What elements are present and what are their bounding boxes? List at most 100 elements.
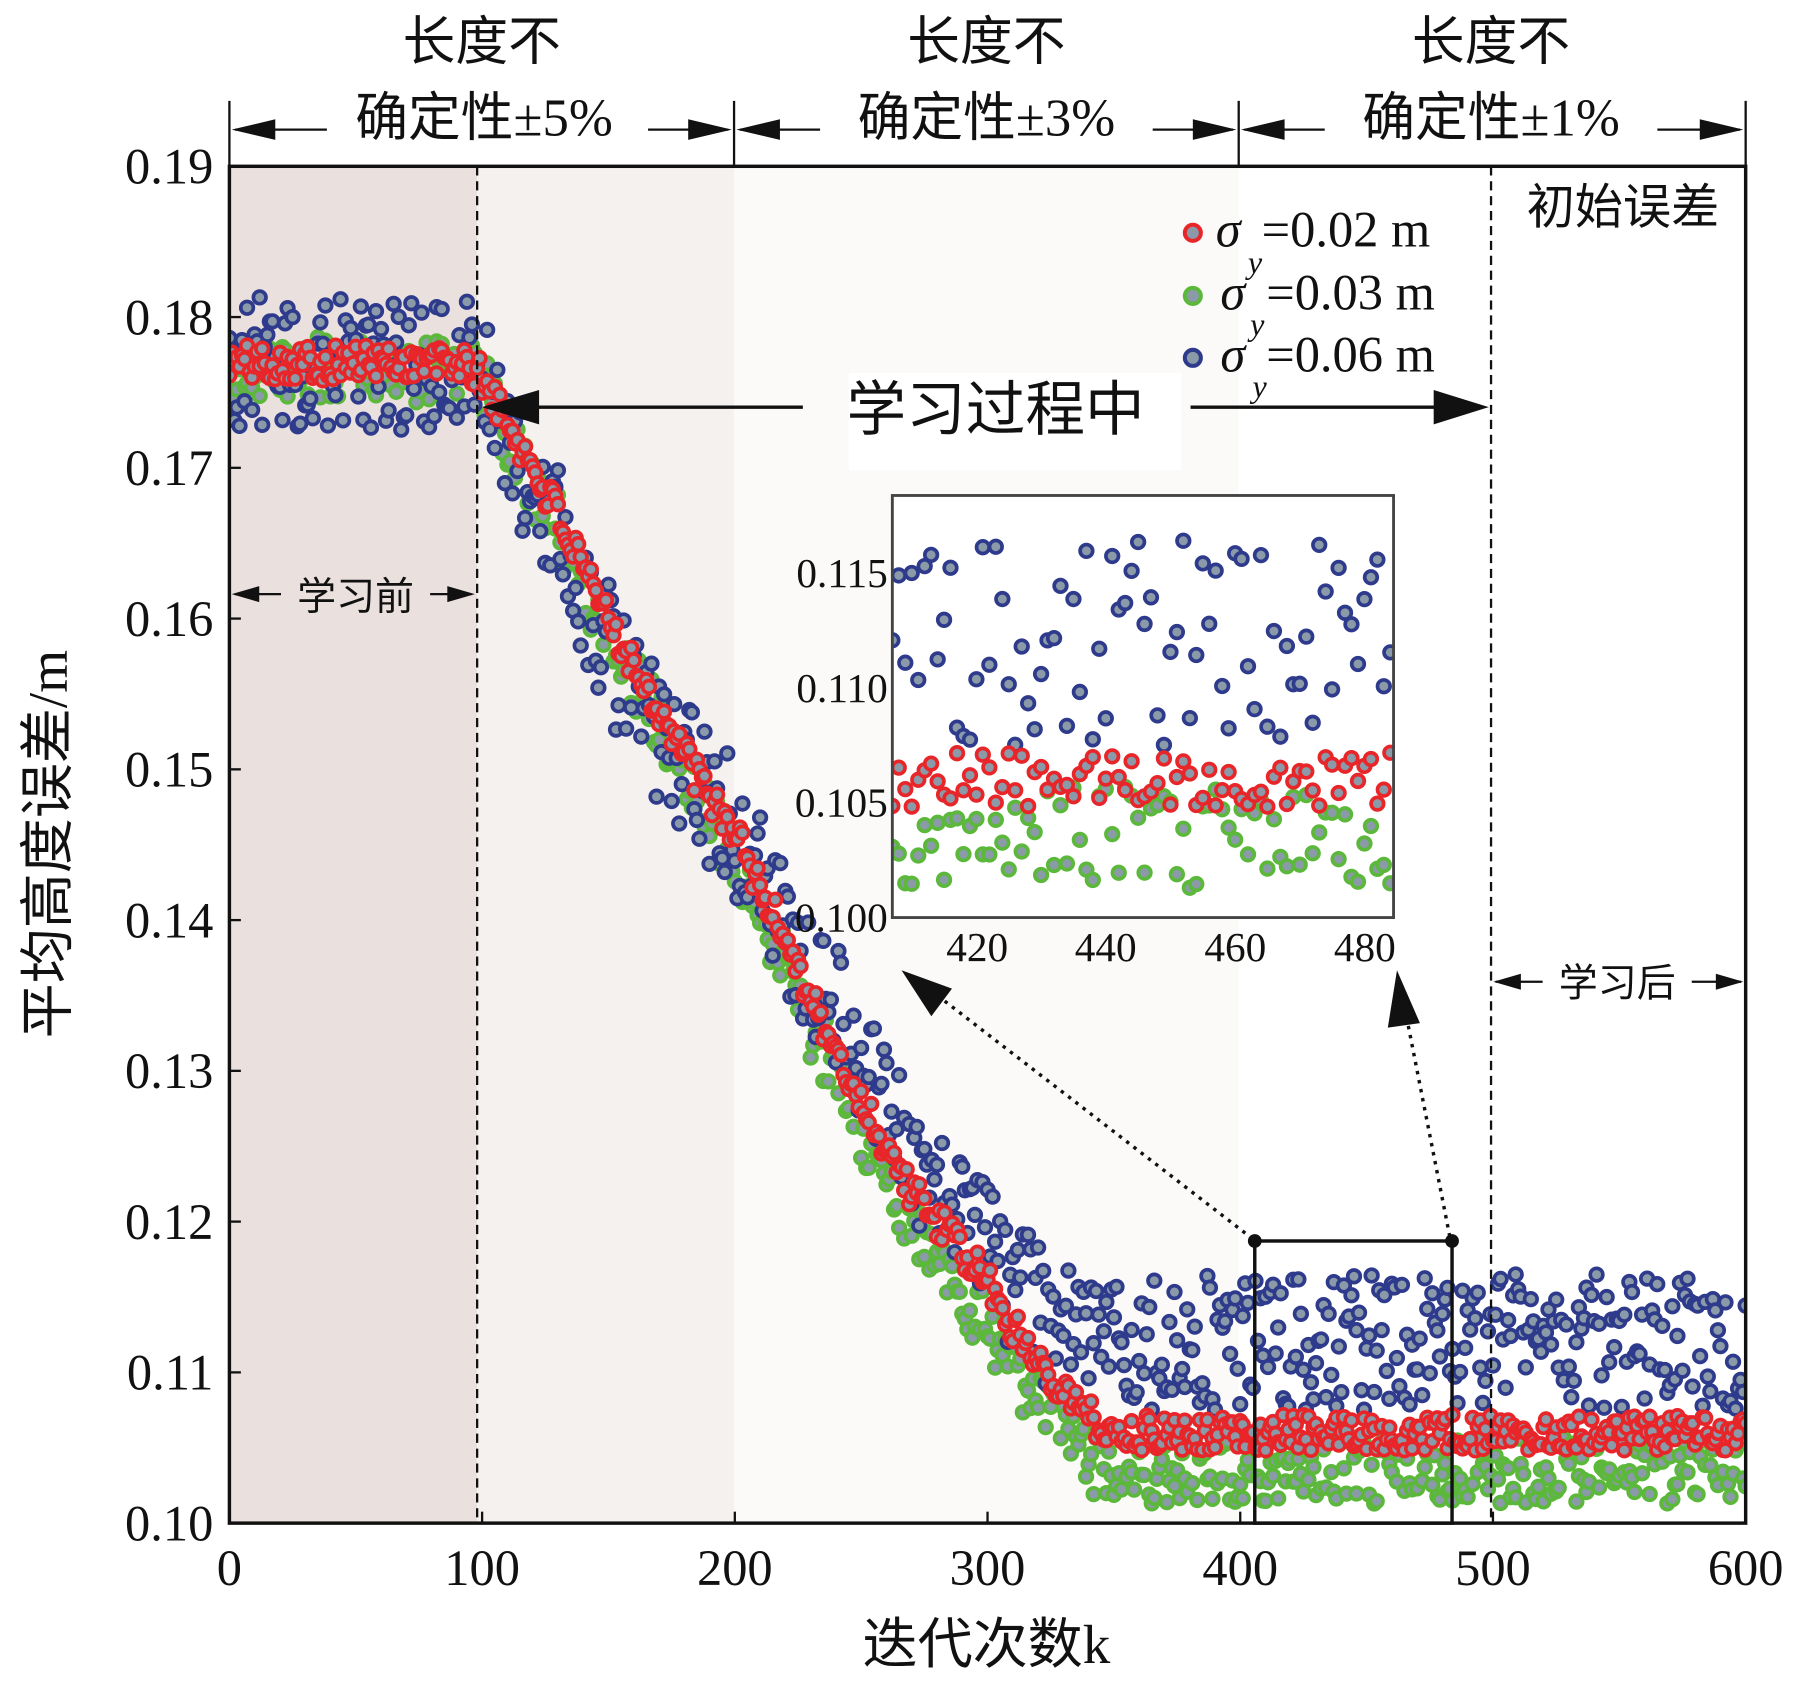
point	[933, 1134, 951, 1152]
inset-point	[1091, 640, 1108, 657]
inset-point	[1188, 875, 1205, 893]
point	[1166, 1283, 1183, 1301]
point	[1477, 1372, 1494, 1390]
point	[1292, 1305, 1310, 1322]
inset-point	[1123, 753, 1140, 770]
y-tick-label: 0.14	[125, 892, 213, 948]
point	[688, 811, 706, 829]
point	[504, 485, 521, 502]
point	[1105, 1309, 1123, 1326]
inset-point	[1084, 871, 1101, 889]
point	[1305, 1458, 1322, 1476]
point	[911, 1217, 928, 1234]
point	[1199, 1411, 1216, 1429]
inset-point	[1239, 658, 1257, 675]
point	[1257, 1492, 1274, 1510]
point	[352, 298, 369, 315]
point	[1179, 1301, 1196, 1318]
inset-point	[1220, 763, 1237, 781]
point	[898, 1161, 915, 1178]
inset-point	[935, 871, 953, 888]
point	[1530, 1478, 1547, 1495]
point	[719, 745, 736, 762]
inset-point	[1375, 781, 1392, 798]
point	[433, 300, 450, 318]
point	[822, 991, 840, 1008]
point	[1548, 1291, 1565, 1308]
inset-point	[1104, 547, 1121, 565]
inset-point	[1362, 817, 1380, 835]
inset-ytick: 0.110	[796, 665, 887, 711]
point	[1669, 1327, 1686, 1345]
point	[1176, 1378, 1193, 1396]
point	[1312, 1331, 1330, 1348]
inset-point	[1194, 789, 1211, 807]
point	[845, 1007, 862, 1024]
inset-point	[1323, 804, 1341, 821]
y-tick-label: 0.12	[125, 1194, 213, 1250]
inset-point	[987, 811, 1004, 828]
point	[966, 1206, 984, 1223]
point	[1158, 1494, 1176, 1511]
point	[1568, 1334, 1585, 1351]
inset-point	[1110, 864, 1127, 881]
inset-point	[1019, 695, 1037, 712]
inset-point	[981, 656, 998, 673]
point	[1080, 1370, 1097, 1387]
point	[367, 367, 385, 385]
zoom-pointer-right	[1403, 1008, 1452, 1237]
point	[1598, 1288, 1615, 1306]
point	[403, 295, 420, 312]
inset-point	[1375, 856, 1392, 874]
point	[655, 703, 673, 720]
inset-point	[922, 755, 940, 772]
point	[749, 825, 766, 842]
legend-label-2: =0.06 m	[1266, 327, 1435, 383]
point	[1353, 1382, 1370, 1399]
point	[1264, 1467, 1282, 1485]
point	[888, 1197, 905, 1215]
point	[1234, 1307, 1251, 1325]
annotation-after-learning: 学习后	[1559, 963, 1676, 1006]
inset-point	[1349, 772, 1367, 790]
point	[1550, 1479, 1567, 1497]
inset-point	[1323, 681, 1341, 698]
inset-point	[1078, 542, 1095, 560]
inset-point	[1265, 811, 1283, 828]
inset-xtick: 440	[1075, 924, 1137, 970]
point	[764, 947, 781, 964]
legend-sub-0: y	[1245, 244, 1263, 280]
point	[673, 776, 690, 793]
inset-point	[929, 814, 946, 831]
point	[852, 1083, 870, 1100]
point	[1300, 1471, 1317, 1488]
point	[1295, 1361, 1312, 1378]
point	[600, 576, 617, 593]
point	[1699, 1368, 1716, 1385]
point	[1378, 1362, 1395, 1380]
point	[516, 438, 534, 455]
y-tick-label: 0.15	[125, 742, 213, 798]
legend-marker-1	[1182, 285, 1203, 306]
point	[792, 957, 809, 975]
point	[1186, 1318, 1203, 1335]
inset-point	[1149, 774, 1166, 792]
point	[415, 363, 433, 380]
point	[928, 1156, 946, 1173]
inset-point	[1382, 644, 1394, 661]
point	[334, 412, 352, 429]
zoom-corner-left	[1247, 1234, 1262, 1248]
point	[1469, 1284, 1486, 1301]
point	[1133, 1441, 1150, 1459]
inset-point	[1065, 788, 1082, 805]
point	[954, 1158, 971, 1175]
inset-point	[1259, 860, 1276, 877]
inset-point	[1252, 546, 1270, 564]
inset-point	[1097, 710, 1114, 727]
y-tick-label: 0.17	[125, 440, 213, 496]
inset-point	[1123, 562, 1140, 579]
inset-point	[1356, 591, 1373, 608]
point	[1590, 1315, 1608, 1332]
point	[1009, 1241, 1026, 1259]
